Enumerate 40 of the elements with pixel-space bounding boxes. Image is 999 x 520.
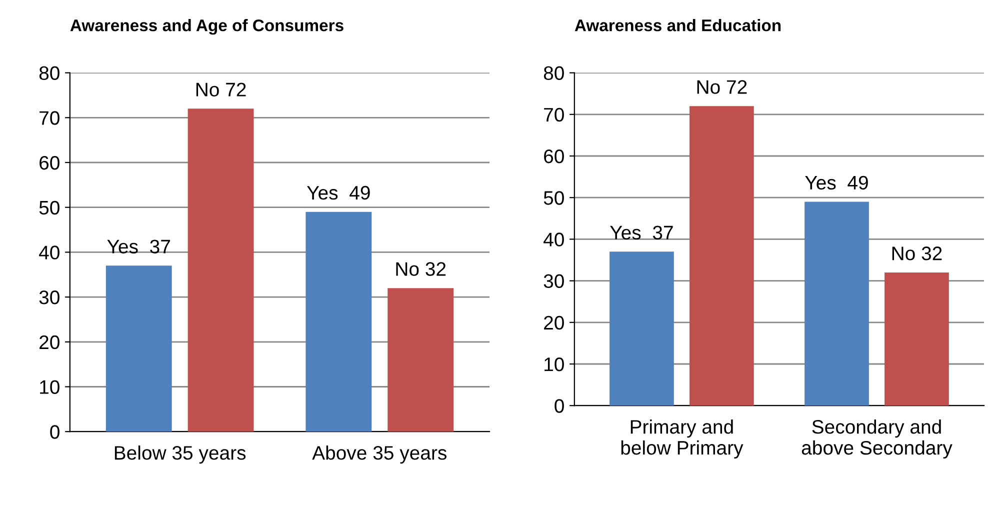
x-tick-label: Secondary and above Secondary: [802, 419, 952, 459]
y-tick-label: 80: [39, 66, 60, 80]
data-label: No 32: [396, 262, 446, 276]
bar: [388, 288, 454, 432]
chart-title: Awareness and Education: [574, 19, 781, 32]
bar: [106, 266, 172, 432]
data-label: Yes 49: [307, 186, 370, 200]
y-tick-label: 70: [40, 111, 60, 125]
bar: [884, 272, 949, 406]
x-tick-label: Primary and below Primary: [621, 419, 744, 459]
bar: [188, 108, 254, 432]
y-tick-label: 40: [544, 232, 564, 246]
y-tick-label: 50: [39, 200, 60, 215]
bar: [690, 106, 754, 406]
bar: [804, 202, 869, 406]
y-tick-label: 10: [544, 357, 564, 372]
y-tick-label: 0: [50, 425, 60, 439]
x-tick-label: Below 35 years: [114, 445, 246, 464]
x-tick-label: Above 35 years: [312, 445, 446, 464]
bar: [610, 252, 674, 406]
y-tick-label: 60: [544, 149, 564, 164]
data-label: Yes 49: [805, 176, 868, 190]
chart-title: Awareness and Age of Consumers: [70, 19, 344, 35]
data-label: No 72: [697, 80, 747, 94]
y-tick-label: 80: [544, 66, 564, 80]
data-label: No 72: [196, 82, 246, 97]
data-label: Yes 37: [610, 226, 673, 240]
y-tick-label: 40: [39, 246, 60, 260]
y-tick-label: 70: [544, 108, 564, 122]
y-tick-label: 0: [554, 399, 564, 413]
y-tick-label: 60: [40, 156, 60, 170]
data-label: Yes 37: [107, 240, 170, 254]
y-tick-label: 20: [40, 335, 60, 350]
y-tick-label: 10: [40, 380, 60, 394]
y-tick-label: 30: [544, 274, 564, 288]
y-tick-label: 20: [544, 316, 564, 330]
y-tick-label: 50: [544, 191, 564, 205]
bar: [306, 212, 372, 432]
data-label: No 32: [892, 246, 942, 260]
y-tick-label: 30: [39, 290, 60, 304]
